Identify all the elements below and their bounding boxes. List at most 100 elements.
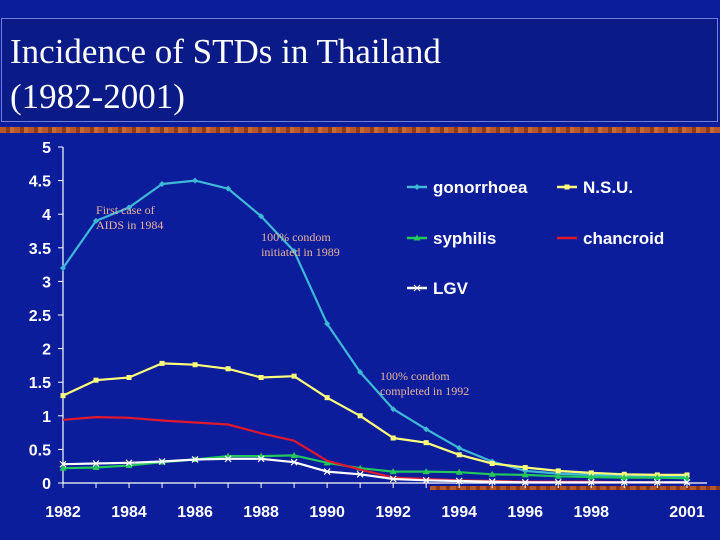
chart-annotations: First case of AIDS in 1984 100% condom init… <box>96 203 469 398</box>
series-gonorrhoea <box>60 177 690 480</box>
title-box: Incidence of STDs in Thailand (1982-2001… <box>1 18 718 122</box>
data-point <box>60 393 66 399</box>
data-point <box>390 435 396 441</box>
bottom-divider <box>430 486 720 490</box>
data-point <box>423 440 429 446</box>
series-line <box>62 362 687 476</box>
data-point <box>587 473 595 480</box>
legend-label: LGV <box>433 279 469 298</box>
x-tick-label: 1996 <box>507 504 543 521</box>
y-tick-label: 4.5 <box>29 174 51 191</box>
y-tick-label: 0 <box>42 476 51 493</box>
y-tick-label: 5 <box>42 140 51 157</box>
data-point <box>521 471 529 478</box>
data-point <box>389 468 397 475</box>
series-line <box>62 179 687 479</box>
data-point <box>291 248 298 255</box>
data-point <box>620 474 628 481</box>
series-layer <box>59 177 691 486</box>
chart-axes: 0 0.5 1 1.5 2 2.5 3 3.5 4 4.5 5 1982 1984 1986 1988 199… <box>29 140 707 521</box>
data-point <box>554 472 562 479</box>
data-point <box>489 461 495 467</box>
y-tick-label: 2.5 <box>29 308 51 325</box>
data-point <box>522 465 528 471</box>
data-point <box>653 474 661 481</box>
data-point <box>323 468 331 476</box>
data-point <box>357 413 363 419</box>
data-point <box>258 374 264 380</box>
data-point <box>59 464 67 471</box>
y-tick-label: 1.5 <box>29 375 51 392</box>
x-tick-label: 1988 <box>243 504 279 521</box>
data-point <box>423 426 430 433</box>
data-point <box>587 478 595 486</box>
data-point <box>413 234 421 241</box>
data-point <box>422 476 430 484</box>
data-point <box>620 478 628 486</box>
data-point <box>59 460 67 468</box>
legend-label: chancroid <box>583 229 664 248</box>
data-point <box>60 264 66 271</box>
data-point <box>555 468 561 474</box>
data-point <box>683 474 691 481</box>
data-point <box>521 478 529 486</box>
annotation-line: completed in 1992 <box>380 384 469 398</box>
title-divider <box>0 127 720 133</box>
data-point <box>456 445 463 452</box>
data-point <box>588 470 594 476</box>
y-tick-label: 3 <box>42 274 51 291</box>
data-point <box>456 452 462 458</box>
annotation-line: initiated in 1989 <box>261 245 340 259</box>
data-point <box>291 373 297 379</box>
legend-item: syphilis <box>407 229 496 248</box>
legend-label: syphilis <box>433 229 496 248</box>
data-point <box>488 478 496 486</box>
annotation-text: 100% condom completed in 1992 <box>380 369 469 398</box>
data-point <box>126 374 132 380</box>
series-lgv <box>59 455 691 486</box>
y-tick-label: 3.5 <box>29 241 51 258</box>
data-point <box>192 177 199 184</box>
series-line <box>62 457 687 484</box>
data-point <box>191 456 199 463</box>
annotation-line: 100% condom <box>380 369 450 383</box>
annotation-line: First case of <box>96 203 155 217</box>
legend-label: N.S.U. <box>583 178 633 197</box>
x-tick-label: 1982 <box>45 504 81 521</box>
data-point <box>323 459 331 466</box>
data-point <box>125 459 133 467</box>
legend-item: N.S.U. <box>557 178 633 197</box>
data-point <box>158 458 166 465</box>
data-point <box>455 468 463 475</box>
data-point <box>225 185 232 192</box>
x-tick-label: 1998 <box>573 504 609 521</box>
legend-item: LGV <box>407 279 469 298</box>
data-point <box>93 377 99 383</box>
data-point <box>92 464 100 471</box>
x-tick-label: 1984 <box>111 504 147 521</box>
data-point <box>159 360 165 366</box>
data-point <box>257 455 265 463</box>
x-tick-label: 1986 <box>177 504 213 521</box>
data-point <box>290 458 298 466</box>
data-point <box>554 478 562 486</box>
data-point <box>192 362 198 368</box>
data-point <box>414 184 420 190</box>
data-point <box>653 478 661 486</box>
data-point <box>290 451 298 458</box>
data-point <box>356 470 364 478</box>
data-point <box>125 462 133 469</box>
data-point <box>455 477 463 485</box>
data-point <box>93 217 100 224</box>
data-point <box>126 204 133 211</box>
data-point <box>389 475 397 483</box>
y-tick-label: 2 <box>42 342 51 359</box>
annotation-line: AIDS in 1984 <box>96 218 163 232</box>
data-point <box>413 284 421 292</box>
x-tick-label: 2001 <box>669 504 705 521</box>
y-tick-label: 4 <box>42 207 51 224</box>
page-title: Incidence of STDs in Thailand (1982-2001… <box>10 32 441 116</box>
x-tick-label: 1994 <box>441 504 477 521</box>
data-point <box>159 180 166 187</box>
